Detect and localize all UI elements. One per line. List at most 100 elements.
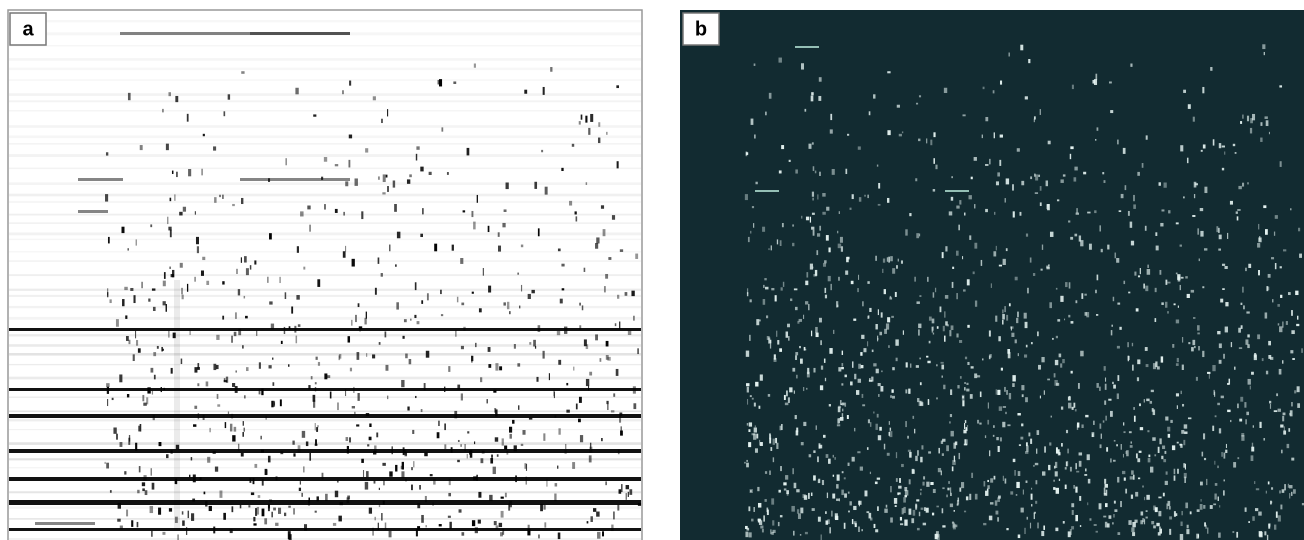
texture (1116, 444, 1118, 447)
texture (1236, 531, 1239, 538)
texture (1120, 500, 1122, 508)
texture (1005, 248, 1008, 252)
texture (1251, 442, 1254, 448)
texture (1143, 519, 1146, 525)
texture (812, 197, 814, 201)
texture (797, 513, 801, 519)
texture (585, 115, 588, 123)
texture (817, 516, 821, 522)
texture (837, 243, 842, 249)
texture (411, 484, 413, 491)
texture (1214, 493, 1217, 500)
texture (1160, 356, 1164, 363)
texture (1279, 326, 1283, 333)
texture (9, 288, 641, 291)
texture (1240, 396, 1244, 402)
texture (515, 475, 517, 483)
panel-b-image (744, 44, 1304, 540)
texture (838, 498, 840, 502)
texture (1146, 269, 1151, 275)
texture (1095, 314, 1099, 316)
texture (494, 408, 497, 413)
texture (377, 522, 379, 530)
texture (851, 194, 854, 200)
texture (1067, 531, 1071, 538)
texture (1078, 452, 1083, 456)
texture (147, 387, 151, 394)
texture (1071, 509, 1074, 515)
texture (78, 210, 108, 213)
texture (291, 306, 294, 314)
texture (882, 268, 884, 273)
texture (1129, 476, 1134, 480)
texture (883, 443, 886, 450)
texture (884, 328, 887, 334)
texture (406, 179, 411, 184)
texture (314, 510, 317, 513)
texture (788, 336, 790, 341)
texture (964, 387, 966, 391)
texture (356, 352, 360, 360)
texture (895, 452, 898, 459)
texture (344, 389, 347, 397)
texture (131, 520, 134, 527)
texture (222, 194, 224, 199)
texture (844, 402, 847, 407)
texture (1033, 511, 1036, 514)
texture (1223, 479, 1225, 482)
texture (1133, 474, 1135, 480)
texture (1217, 496, 1219, 501)
texture (422, 208, 424, 215)
texture (175, 95, 179, 103)
texture (593, 508, 597, 512)
texture (1146, 398, 1150, 402)
texture (1103, 180, 1106, 183)
texture (338, 355, 341, 361)
texture (1189, 511, 1192, 515)
texture (233, 426, 237, 432)
texture (249, 265, 252, 270)
texture (769, 339, 772, 344)
texture (1218, 359, 1222, 364)
texture (401, 461, 404, 470)
texture (1196, 509, 1200, 512)
texture (794, 306, 798, 311)
texture (965, 427, 968, 431)
texture (202, 133, 205, 137)
texture (838, 367, 842, 372)
texture (926, 355, 929, 358)
texture (223, 380, 228, 383)
texture (1060, 363, 1063, 368)
texture (288, 505, 291, 508)
texture (1198, 258, 1200, 262)
texture (942, 325, 945, 332)
texture (611, 215, 616, 220)
texture (1031, 504, 1033, 507)
texture (895, 339, 899, 346)
texture (141, 482, 146, 487)
texture (499, 366, 503, 371)
texture (227, 411, 230, 414)
texture (126, 509, 129, 517)
texture (1070, 370, 1073, 374)
texture (1054, 461, 1058, 468)
texture (1093, 79, 1098, 85)
texture (528, 417, 533, 420)
texture (919, 400, 923, 406)
texture (633, 315, 635, 321)
texture (819, 385, 824, 391)
texture (309, 224, 311, 232)
texture (1017, 353, 1019, 357)
texture (237, 443, 240, 451)
texture (854, 523, 857, 528)
texture (952, 522, 956, 528)
texture (1098, 503, 1102, 510)
texture (897, 258, 899, 262)
texture (315, 439, 317, 446)
texture (1113, 384, 1116, 389)
texture (763, 515, 765, 522)
texture (389, 471, 393, 477)
texture (611, 524, 614, 532)
texture (9, 79, 641, 80)
texture (107, 288, 109, 296)
